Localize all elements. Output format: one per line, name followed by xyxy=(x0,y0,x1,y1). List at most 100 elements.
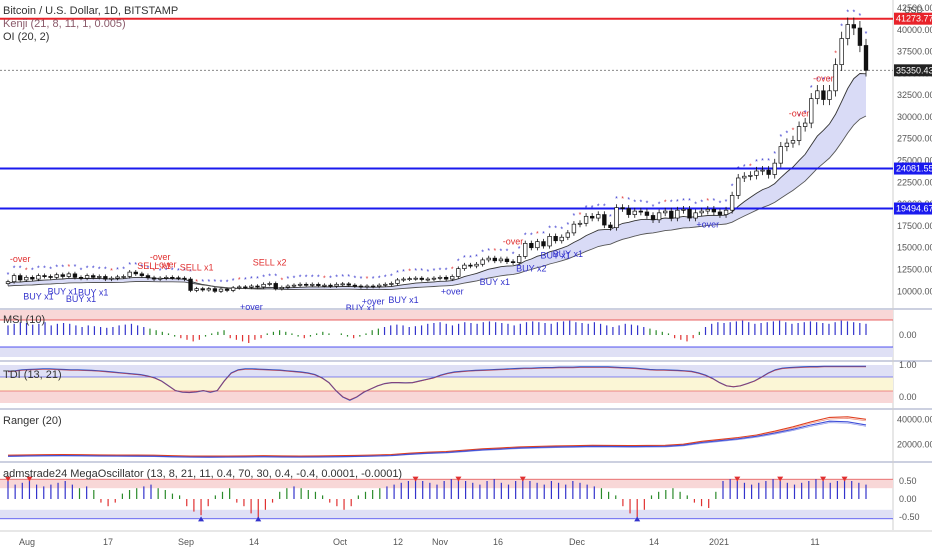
ma-fast-line xyxy=(7,73,867,289)
price-tag-label: 19494.67 xyxy=(896,204,932,214)
candle-body xyxy=(863,45,869,71)
candle-body xyxy=(285,285,291,288)
candle-body xyxy=(340,283,345,286)
signal-star-marker: * xyxy=(859,13,862,20)
signal-star-marker: * xyxy=(335,274,338,281)
candle-body xyxy=(802,122,808,127)
signal-star-marker: * xyxy=(500,249,503,256)
signal-star-marker: * xyxy=(755,159,758,166)
signal-star-marker: * xyxy=(250,276,253,283)
signal-annotation: -over xyxy=(156,259,177,269)
signal-star-marker: * xyxy=(311,274,314,281)
mega-tick-label: -0.50 xyxy=(899,512,920,522)
signal-star-marker: * xyxy=(55,265,58,272)
signal-star-marker: * xyxy=(134,262,137,269)
signal-star-marker: * xyxy=(299,274,302,281)
signal-star-marker: * xyxy=(244,277,247,284)
candle-body xyxy=(42,275,47,277)
price-tick-label: 42500.00 xyxy=(897,3,932,13)
signal-star-marker: * xyxy=(360,276,363,283)
signal-star-marker: * xyxy=(433,268,436,275)
signal-star-marker: * xyxy=(834,50,837,57)
signal-star-marker: * xyxy=(767,158,770,165)
candle-body xyxy=(535,241,540,249)
signal-star-marker: * xyxy=(804,110,807,117)
candle-body xyxy=(559,236,564,242)
time-axis-tick-label: 16 xyxy=(493,537,503,547)
price-tick-label: 17500.00 xyxy=(897,221,932,231)
signal-star-marker: * xyxy=(220,279,223,286)
signal-annotation: SELL x1 xyxy=(137,261,171,271)
signal-star-marker: * xyxy=(287,276,290,283)
signal-star-marker: * xyxy=(153,268,156,275)
signal-star-marker: * xyxy=(177,268,180,275)
signal-annotation: BUY x1 xyxy=(48,286,78,296)
mega-overbought-zone xyxy=(0,479,893,489)
candle-body xyxy=(815,90,820,100)
candle-body xyxy=(273,283,278,290)
candle-body xyxy=(827,90,832,100)
signal-star-marker: * xyxy=(372,276,375,283)
signal-star-marker: * xyxy=(773,151,776,158)
signal-star-marker: * xyxy=(713,198,716,205)
candle-body xyxy=(267,283,272,285)
signal-star-marker: * xyxy=(676,199,679,206)
chart-title: Bitcoin / U.S. Dollar, 1D, BITSTAMP xyxy=(3,5,179,17)
signal-star-marker: * xyxy=(7,272,10,279)
signal-annotation: BUY x1 xyxy=(553,249,583,259)
signal-annotation: +over xyxy=(441,286,464,296)
ranger-line xyxy=(7,416,867,457)
signal-star-marker: * xyxy=(189,269,192,276)
tdi-panel-label: TDI (13, 21) xyxy=(3,369,62,381)
candle-body xyxy=(395,279,400,284)
candle-body xyxy=(650,215,656,221)
candle-body xyxy=(255,285,260,288)
signal-star-marker: * xyxy=(798,114,801,121)
signal-annotation: SELL x1 xyxy=(180,263,214,273)
signal-annotation: BUY x1 xyxy=(66,294,96,304)
candle-body xyxy=(742,175,747,179)
candle-body xyxy=(608,224,613,229)
signal-star-marker: * xyxy=(274,274,277,281)
signal-star-marker: * xyxy=(512,251,515,258)
signal-star-marker: * xyxy=(597,203,600,210)
signal-star-marker: * xyxy=(725,199,728,206)
signal-star-marker: * xyxy=(688,198,691,205)
signal-annotation: +over xyxy=(696,219,719,229)
signal-star-marker: * xyxy=(573,213,576,220)
signal-star-marker: * xyxy=(80,267,83,274)
time-axis-tick-label: 17 xyxy=(103,537,113,547)
candle-body xyxy=(36,275,41,280)
signal-star-marker: * xyxy=(353,275,356,282)
ranger-tick-label: 20000.00 xyxy=(897,439,932,449)
candle-body xyxy=(206,288,211,291)
mega-buy-triangle xyxy=(634,516,641,522)
signal-star-marker: * xyxy=(207,279,210,286)
signal-star-marker: * xyxy=(347,274,350,281)
candle-body xyxy=(97,276,102,278)
candle-body xyxy=(170,276,175,279)
signal-star-marker: * xyxy=(19,266,22,273)
signal-star-marker: * xyxy=(165,267,168,274)
ma-slow-line xyxy=(7,115,867,291)
candle-body xyxy=(407,278,412,280)
candle-body xyxy=(687,208,692,219)
candle-body xyxy=(17,275,23,281)
msi-tick-label: 0.00 xyxy=(899,330,917,340)
signal-star-marker: * xyxy=(530,233,533,240)
mega-sell-triangle xyxy=(841,476,848,482)
time-axis-tick-label: 2021 xyxy=(709,537,729,547)
msi-overbought-zone xyxy=(0,310,893,320)
candle-body xyxy=(821,90,826,100)
ranger-tick-label: 40000.00 xyxy=(897,414,932,424)
signal-star-marker: * xyxy=(633,200,636,207)
signal-star-marker: * xyxy=(384,274,387,281)
candle-body xyxy=(748,175,753,177)
signal-star-marker: * xyxy=(329,275,332,282)
signal-star-marker: * xyxy=(639,200,642,207)
candle-body xyxy=(164,276,169,279)
signal-star-marker: * xyxy=(548,226,551,233)
signal-star-marker: * xyxy=(749,163,752,170)
tdi-tick-label: 0.00 xyxy=(899,392,917,402)
candle-body xyxy=(431,277,437,280)
